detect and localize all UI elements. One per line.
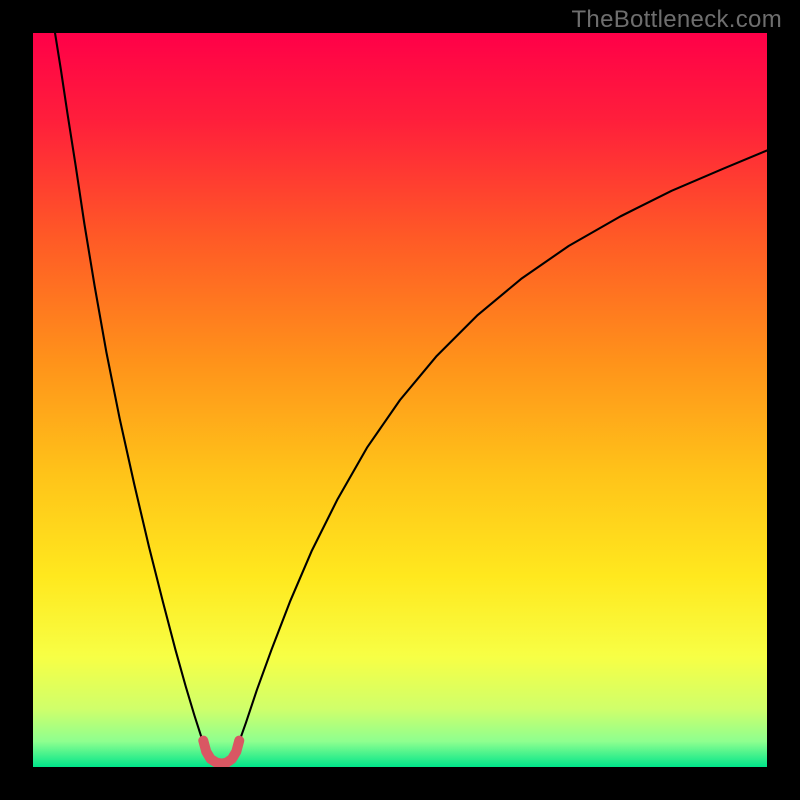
- outer-frame: TheBottleneck.com: [0, 0, 800, 800]
- watermark-text: TheBottleneck.com: [571, 6, 782, 34]
- plot-svg: [33, 33, 767, 767]
